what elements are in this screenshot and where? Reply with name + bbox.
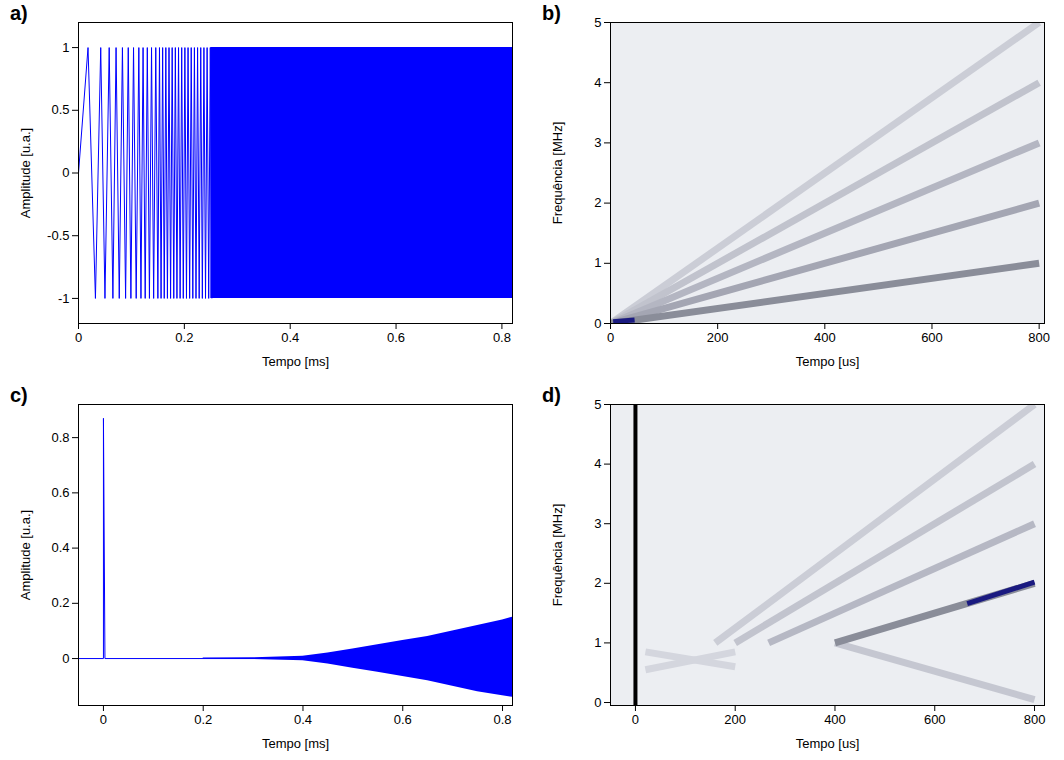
- svg-text:2: 2: [594, 575, 601, 590]
- svg-text:600: 600: [921, 330, 943, 345]
- svg-text:Tempo [ms]: Tempo [ms]: [262, 354, 329, 369]
- svg-text:0.2: 0.2: [51, 595, 69, 610]
- svg-text:0.5: 0.5: [51, 102, 69, 117]
- svg-text:0.2: 0.2: [194, 712, 212, 727]
- svg-text:0.8: 0.8: [493, 330, 511, 345]
- svg-text:Tempo [ms]: Tempo [ms]: [262, 736, 329, 751]
- svg-text:600: 600: [924, 712, 946, 727]
- svg-text:Frequência [MHz]: Frequência [MHz]: [550, 504, 565, 607]
- svg-text:2: 2: [594, 195, 601, 210]
- html-text:b): b): [542, 2, 561, 24]
- svg-text:0: 0: [62, 165, 69, 180]
- svg-text:-1: -1: [58, 291, 70, 306]
- svg-text:4: 4: [594, 75, 601, 90]
- svg-text:0.6: 0.6: [51, 485, 69, 500]
- svg-text:Amplitude [u.a.]: Amplitude [u.a.]: [18, 128, 33, 218]
- svg-text:4: 4: [594, 456, 601, 471]
- svg-text:400: 400: [814, 330, 836, 345]
- html-text:d): d): [542, 384, 561, 406]
- svg-text:Frequência [MHz]: Frequência [MHz]: [550, 122, 565, 225]
- svg-text:0: 0: [75, 330, 82, 345]
- svg-text:0: 0: [632, 712, 639, 727]
- svg-text:800: 800: [1024, 712, 1046, 727]
- svg-text:5: 5: [594, 15, 601, 30]
- svg-text:0.8: 0.8: [51, 430, 69, 445]
- svg-text:0.2: 0.2: [175, 330, 193, 345]
- svg-text:0: 0: [100, 712, 107, 727]
- svg-text:0.8: 0.8: [493, 712, 511, 727]
- svg-text:0.4: 0.4: [294, 712, 312, 727]
- html-text:c): c): [10, 384, 28, 406]
- svg-text:Amplitude [u.a.]: Amplitude [u.a.]: [18, 510, 33, 600]
- svg-text:0: 0: [607, 330, 614, 345]
- svg-text:5: 5: [594, 397, 601, 412]
- svg-text:1: 1: [594, 255, 601, 270]
- svg-text:0.6: 0.6: [394, 712, 412, 727]
- svg-text:0.6: 0.6: [387, 330, 405, 345]
- svg-text:200: 200: [724, 712, 746, 727]
- svg-text:0.4: 0.4: [281, 330, 299, 345]
- svg-text:-0.5: -0.5: [47, 228, 69, 243]
- svg-text:3: 3: [594, 516, 601, 531]
- svg-text:0: 0: [594, 695, 601, 710]
- svg-text:0: 0: [594, 316, 601, 331]
- html-text:a): a): [10, 2, 28, 24]
- svg-text:0.4: 0.4: [51, 540, 69, 555]
- svg-text:1: 1: [594, 635, 601, 650]
- svg-text:200: 200: [707, 330, 729, 345]
- svg-text:400: 400: [824, 712, 846, 727]
- svg-text:1: 1: [62, 40, 69, 55]
- svg-text:3: 3: [594, 135, 601, 150]
- svg-text:Tempo [us]: Tempo [us]: [796, 736, 860, 751]
- svg-text:Tempo [us]: Tempo [us]: [796, 354, 860, 369]
- svg-text:800: 800: [1028, 330, 1050, 345]
- svg-text:0: 0: [62, 651, 69, 666]
